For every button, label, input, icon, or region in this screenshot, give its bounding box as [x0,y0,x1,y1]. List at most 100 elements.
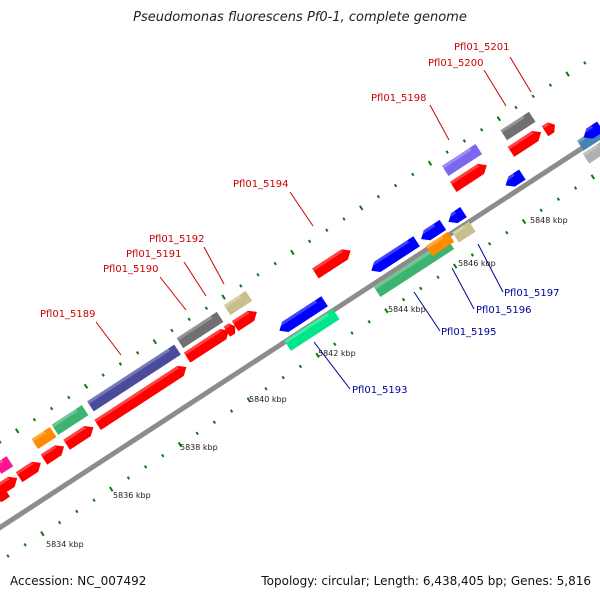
kbp-tick [487,241,492,246]
gene-feature [31,426,57,450]
gene-feature [40,445,65,465]
gene-label: Pfl01_5191 [126,249,182,260]
kbp-tick [187,317,191,322]
topology-info-text: Topology: circular; Length: 6,438,405 bp… [261,574,591,588]
gene-label: Pfl01_5194 [233,179,289,190]
leader-line [509,56,532,93]
gene-feature [368,236,420,272]
kbp-tick [49,406,54,411]
gene-label: Pfl01_5189 [40,309,96,320]
kbp-tick [367,320,371,324]
kbp-tick [531,94,535,99]
kbp-tick [14,428,20,434]
kbp-label: 5844 kbp [388,305,426,314]
gene-features [0,111,600,502]
kbp-label: 5842 kbp [318,349,356,358]
kbp-label: 5846 kbp [458,259,496,268]
gene-feature [51,405,89,435]
kbp-tick [143,464,148,469]
kbp-tick [479,127,484,132]
kbp-tick [307,239,312,244]
gene-feature [176,311,224,349]
kbp-tick [565,71,570,77]
accession-text: Accession: NC_007492 [10,574,147,588]
kbp-tick [204,306,209,311]
kbp-tick [427,160,433,166]
gene-feature [441,144,483,176]
kbp-label: 5840 kbp [249,395,287,404]
kbp-tick [212,420,217,425]
kbp-tick [358,205,364,211]
kbp-tick [83,383,89,389]
gene-feature [312,249,351,279]
kbp-tick [229,409,234,413]
kbp-tick [264,386,268,391]
gene-feature [541,122,556,137]
kbp-tick [393,183,398,188]
gene-feature [0,486,10,502]
kbp-tick [256,272,260,277]
kbp-tick [505,230,509,235]
kbp-tick [462,139,467,143]
kbp-tick [239,284,243,288]
kbp-tick [411,172,415,177]
gene-feature [502,169,526,187]
kbp-tick [539,208,543,213]
kbp-tick [384,308,389,314]
kbp-tick [40,531,45,537]
kbp-tick [126,476,131,480]
kbp-tick [152,339,158,345]
gene-feature [223,323,236,337]
kbp-tick [290,249,295,256]
gene-labels: Pfl01_5201 Pfl01_5200 Pfl01_5198 Pfl01_5… [40,42,560,396]
kbp-tick [273,261,277,266]
kbp-tick [161,453,165,458]
gene-feature [0,456,14,474]
gene-label: Pfl01_5195 [441,327,497,338]
gene-feature [425,231,455,257]
kbp-tick [325,228,329,232]
kbp-label: 5838 kbp [180,443,218,452]
gene-feature [15,461,41,483]
gene-feature [582,140,600,164]
leader-line [159,276,187,311]
kbp-label: 5848 kbp [530,216,568,225]
kbp-tick [170,328,174,333]
gene-label: Pfl01_5198 [371,93,427,104]
kbp-tick [419,286,423,291]
leader-line [313,341,351,390]
kbp-tick [470,253,475,257]
gene-feature [231,310,257,332]
kbp-tick [333,342,337,346]
kbp-tick [376,194,381,199]
kbp-tick [452,263,458,269]
kbp-tick [135,350,140,355]
leader-line [413,291,441,332]
kbp-tick [521,218,527,225]
kbp-tick [445,150,449,154]
kbp-tick [92,498,96,503]
kbp-tick [350,331,354,335]
kbp-tick [548,83,553,88]
kbp-tick-marks [0,61,596,558]
gene-feature [445,207,467,224]
kbp-tick [75,509,79,514]
gene-feature [183,329,229,363]
leader-line [451,267,475,310]
kbp-tick [246,397,252,403]
leader-line [483,69,507,107]
gene-feature [63,426,94,450]
gene-feature [500,111,536,141]
kbp-tick [556,197,561,202]
kbp-tick [0,440,2,444]
kbp-tick [221,294,226,300]
kbp-tick [177,441,183,448]
gene-feature [449,163,487,192]
leader-line [183,261,207,297]
leader-line [95,321,122,356]
gene-label: Pfl01_5192 [149,234,205,245]
gene-feature [580,121,600,139]
kbp-tick [108,486,114,492]
